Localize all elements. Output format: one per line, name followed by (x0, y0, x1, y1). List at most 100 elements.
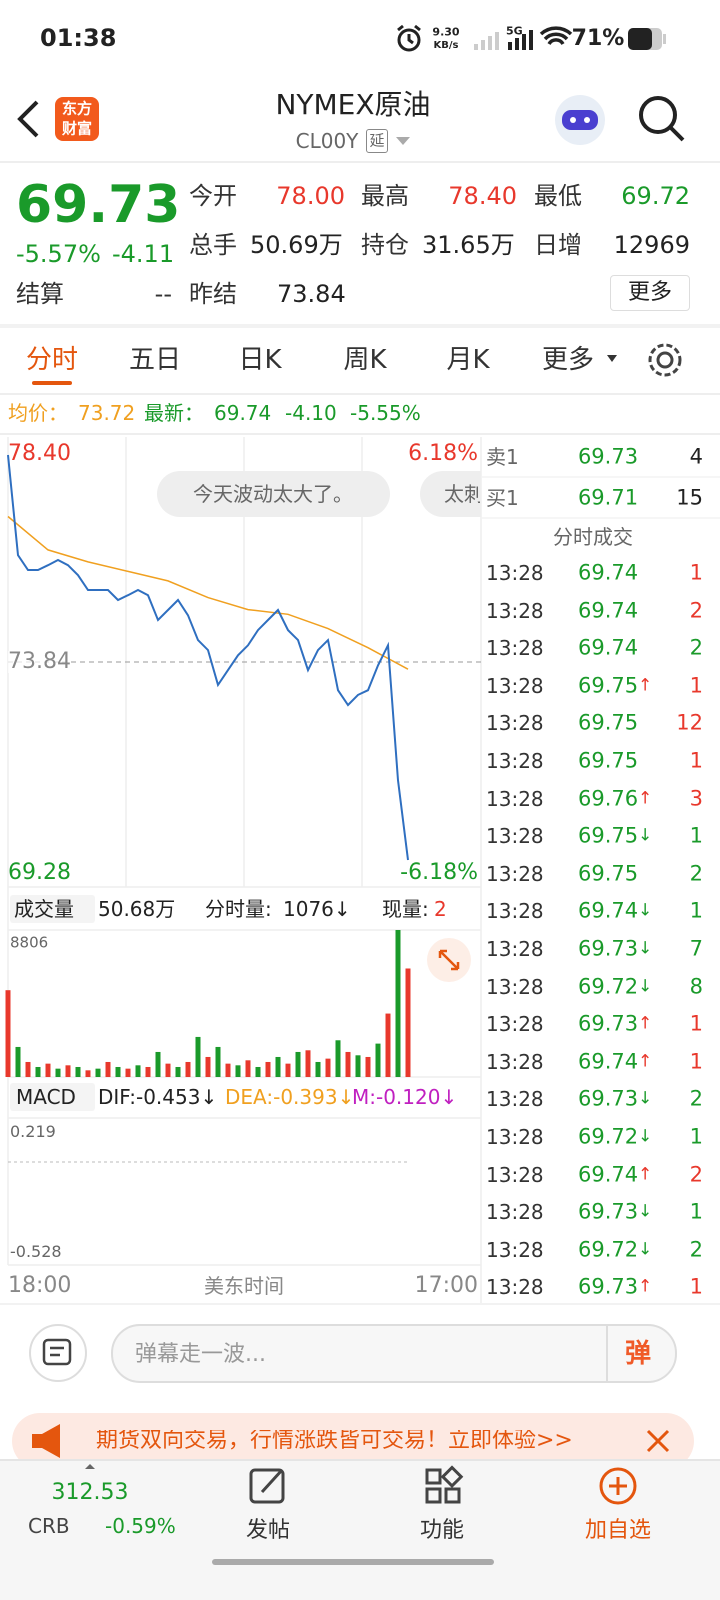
volume-bar (85, 1070, 91, 1077)
avg-label: 均价： (8, 401, 68, 425)
volume-bar (315, 1061, 321, 1077)
index-value[interactable]: 312.53 (51, 1480, 129, 1505)
logo[interactable] (55, 97, 99, 141)
robot-icon[interactable] (555, 95, 605, 145)
page-title: NYMEX原油 (275, 88, 431, 121)
trade-price: 69.74 (578, 1049, 639, 1074)
macd-label[interactable]: MACD (16, 1085, 76, 1109)
order-price: 69.73 (577, 444, 639, 469)
search-icon[interactable] (639, 96, 685, 142)
macd-selector[interactable] (10, 1083, 95, 1111)
post-icon[interactable] (249, 1468, 285, 1504)
banner-bg[interactable] (12, 1413, 694, 1469)
comment-input[interactable] (111, 1324, 677, 1383)
volume-bar (245, 1060, 251, 1077)
wifi-icon (539, 26, 573, 46)
volume-bar (115, 1066, 121, 1077)
trade-arrow: ↑ (638, 1276, 653, 1297)
y-min-label: 69.28 (8, 860, 71, 885)
comment-icon[interactable] (29, 1324, 87, 1382)
trade-price: 69.73 (578, 1086, 639, 1111)
avg-price-line (7, 515, 409, 670)
net-speed: 9.30 (432, 25, 460, 39)
trades-title: 分时成交 (553, 525, 633, 549)
add-watch-icon[interactable] (599, 1467, 637, 1505)
index-name[interactable]: CRB (28, 1514, 70, 1538)
tab[interactable]: 周K (343, 345, 387, 375)
trade-price: 69.73 (578, 1011, 639, 1036)
field-value: 12969 (613, 231, 690, 259)
field-value: 78.40 (448, 182, 517, 210)
trade-volume: 2 (689, 861, 703, 886)
volume-bar (45, 1063, 51, 1077)
time-zone: 美东时间 (204, 1274, 284, 1298)
trade-time: 13:28 (486, 636, 544, 661)
trade-volume: 1 (689, 1124, 703, 1149)
volume-bar (295, 1051, 301, 1077)
code-dropdown-icon[interactable] (396, 137, 410, 145)
volume-label[interactable]: 成交量 (14, 897, 74, 921)
more-button[interactable] (610, 275, 690, 311)
trade-arrow: ↓ (638, 1088, 653, 1109)
expand-icon[interactable] (427, 938, 471, 982)
volume-bar (405, 968, 411, 1077)
field-label: 最低 (534, 182, 582, 210)
volume-bar (335, 1040, 341, 1077)
trade-volume: 1 (689, 748, 703, 773)
trade-time: 13:28 (486, 1125, 544, 1149)
settings-icon[interactable] (648, 343, 682, 377)
comment-placeholder[interactable]: 弹幕走一波... (135, 1342, 266, 1367)
y-max-label: 78.40 (8, 441, 71, 466)
close-icon[interactable] (646, 1429, 670, 1453)
more-button-label[interactable]: 更多 (627, 280, 673, 305)
volume-bar (375, 1043, 381, 1077)
back-icon[interactable] (17, 100, 39, 138)
trade-time: 13:28 (486, 1237, 544, 1262)
trade-volume: 1 (689, 823, 703, 848)
macd-m: M:-0.120↓ (352, 1085, 458, 1109)
function-icon[interactable] (425, 1465, 464, 1504)
order-volume: 4 (689, 444, 703, 469)
banner-text[interactable]: 期货双向交易，行情涨跌皆可交易！立即体验>> (96, 1430, 573, 1452)
danmaku-button[interactable]: 弹 (624, 1339, 652, 1369)
trade-price: 69.75 (578, 673, 639, 698)
field-value: 78.00 (276, 182, 345, 210)
tab[interactable]: 五日 (128, 345, 182, 375)
index-change[interactable]: -0.59% (105, 1514, 176, 1538)
volume-selector[interactable] (10, 895, 95, 923)
tab[interactable]: 月K (446, 345, 490, 375)
field-value: 69.72 (621, 182, 690, 210)
trade-time: 13:28 (486, 673, 544, 698)
trade-time: 13:28 (486, 974, 544, 999)
field-value: 73.84 (277, 280, 346, 308)
field-label: 今开 (189, 182, 237, 210)
trade-volume: 1 (689, 1049, 703, 1074)
tab[interactable]: 日K (238, 345, 282, 375)
divider (0, 324, 720, 328)
volume-bar (325, 1058, 331, 1077)
volume-bar (385, 1013, 391, 1077)
trade-arrow: ↑ (638, 1013, 653, 1034)
trade-price: 69.74 (578, 560, 639, 585)
tab[interactable]: 分时 (25, 345, 79, 375)
instrument-code: CL00Y (295, 129, 359, 153)
last-change: -4.10 (285, 401, 337, 425)
time-start: 18:00 (8, 1273, 72, 1298)
trade-volume: 2 (689, 598, 703, 623)
nav-item[interactable]: 发帖 (245, 1518, 291, 1543)
volume-bar (395, 930, 401, 1077)
field-label: 总手 (189, 231, 237, 259)
trade-arrow: ↑ (638, 1164, 653, 1185)
nav-item[interactable]: 加自选 (584, 1518, 652, 1543)
trade-volume: 1 (689, 1274, 703, 1299)
order-side: 卖1 (486, 445, 519, 469)
volume-bar (165, 1063, 171, 1077)
bubble (157, 471, 390, 517)
last-value: 69.74 (214, 401, 272, 425)
volume-bar (225, 1063, 231, 1077)
nav-item[interactable]: 功能 (419, 1518, 465, 1543)
order-volume: 15 (676, 485, 703, 510)
settle-value: -- (154, 280, 172, 308)
tab[interactable]: 更多 (541, 345, 595, 375)
